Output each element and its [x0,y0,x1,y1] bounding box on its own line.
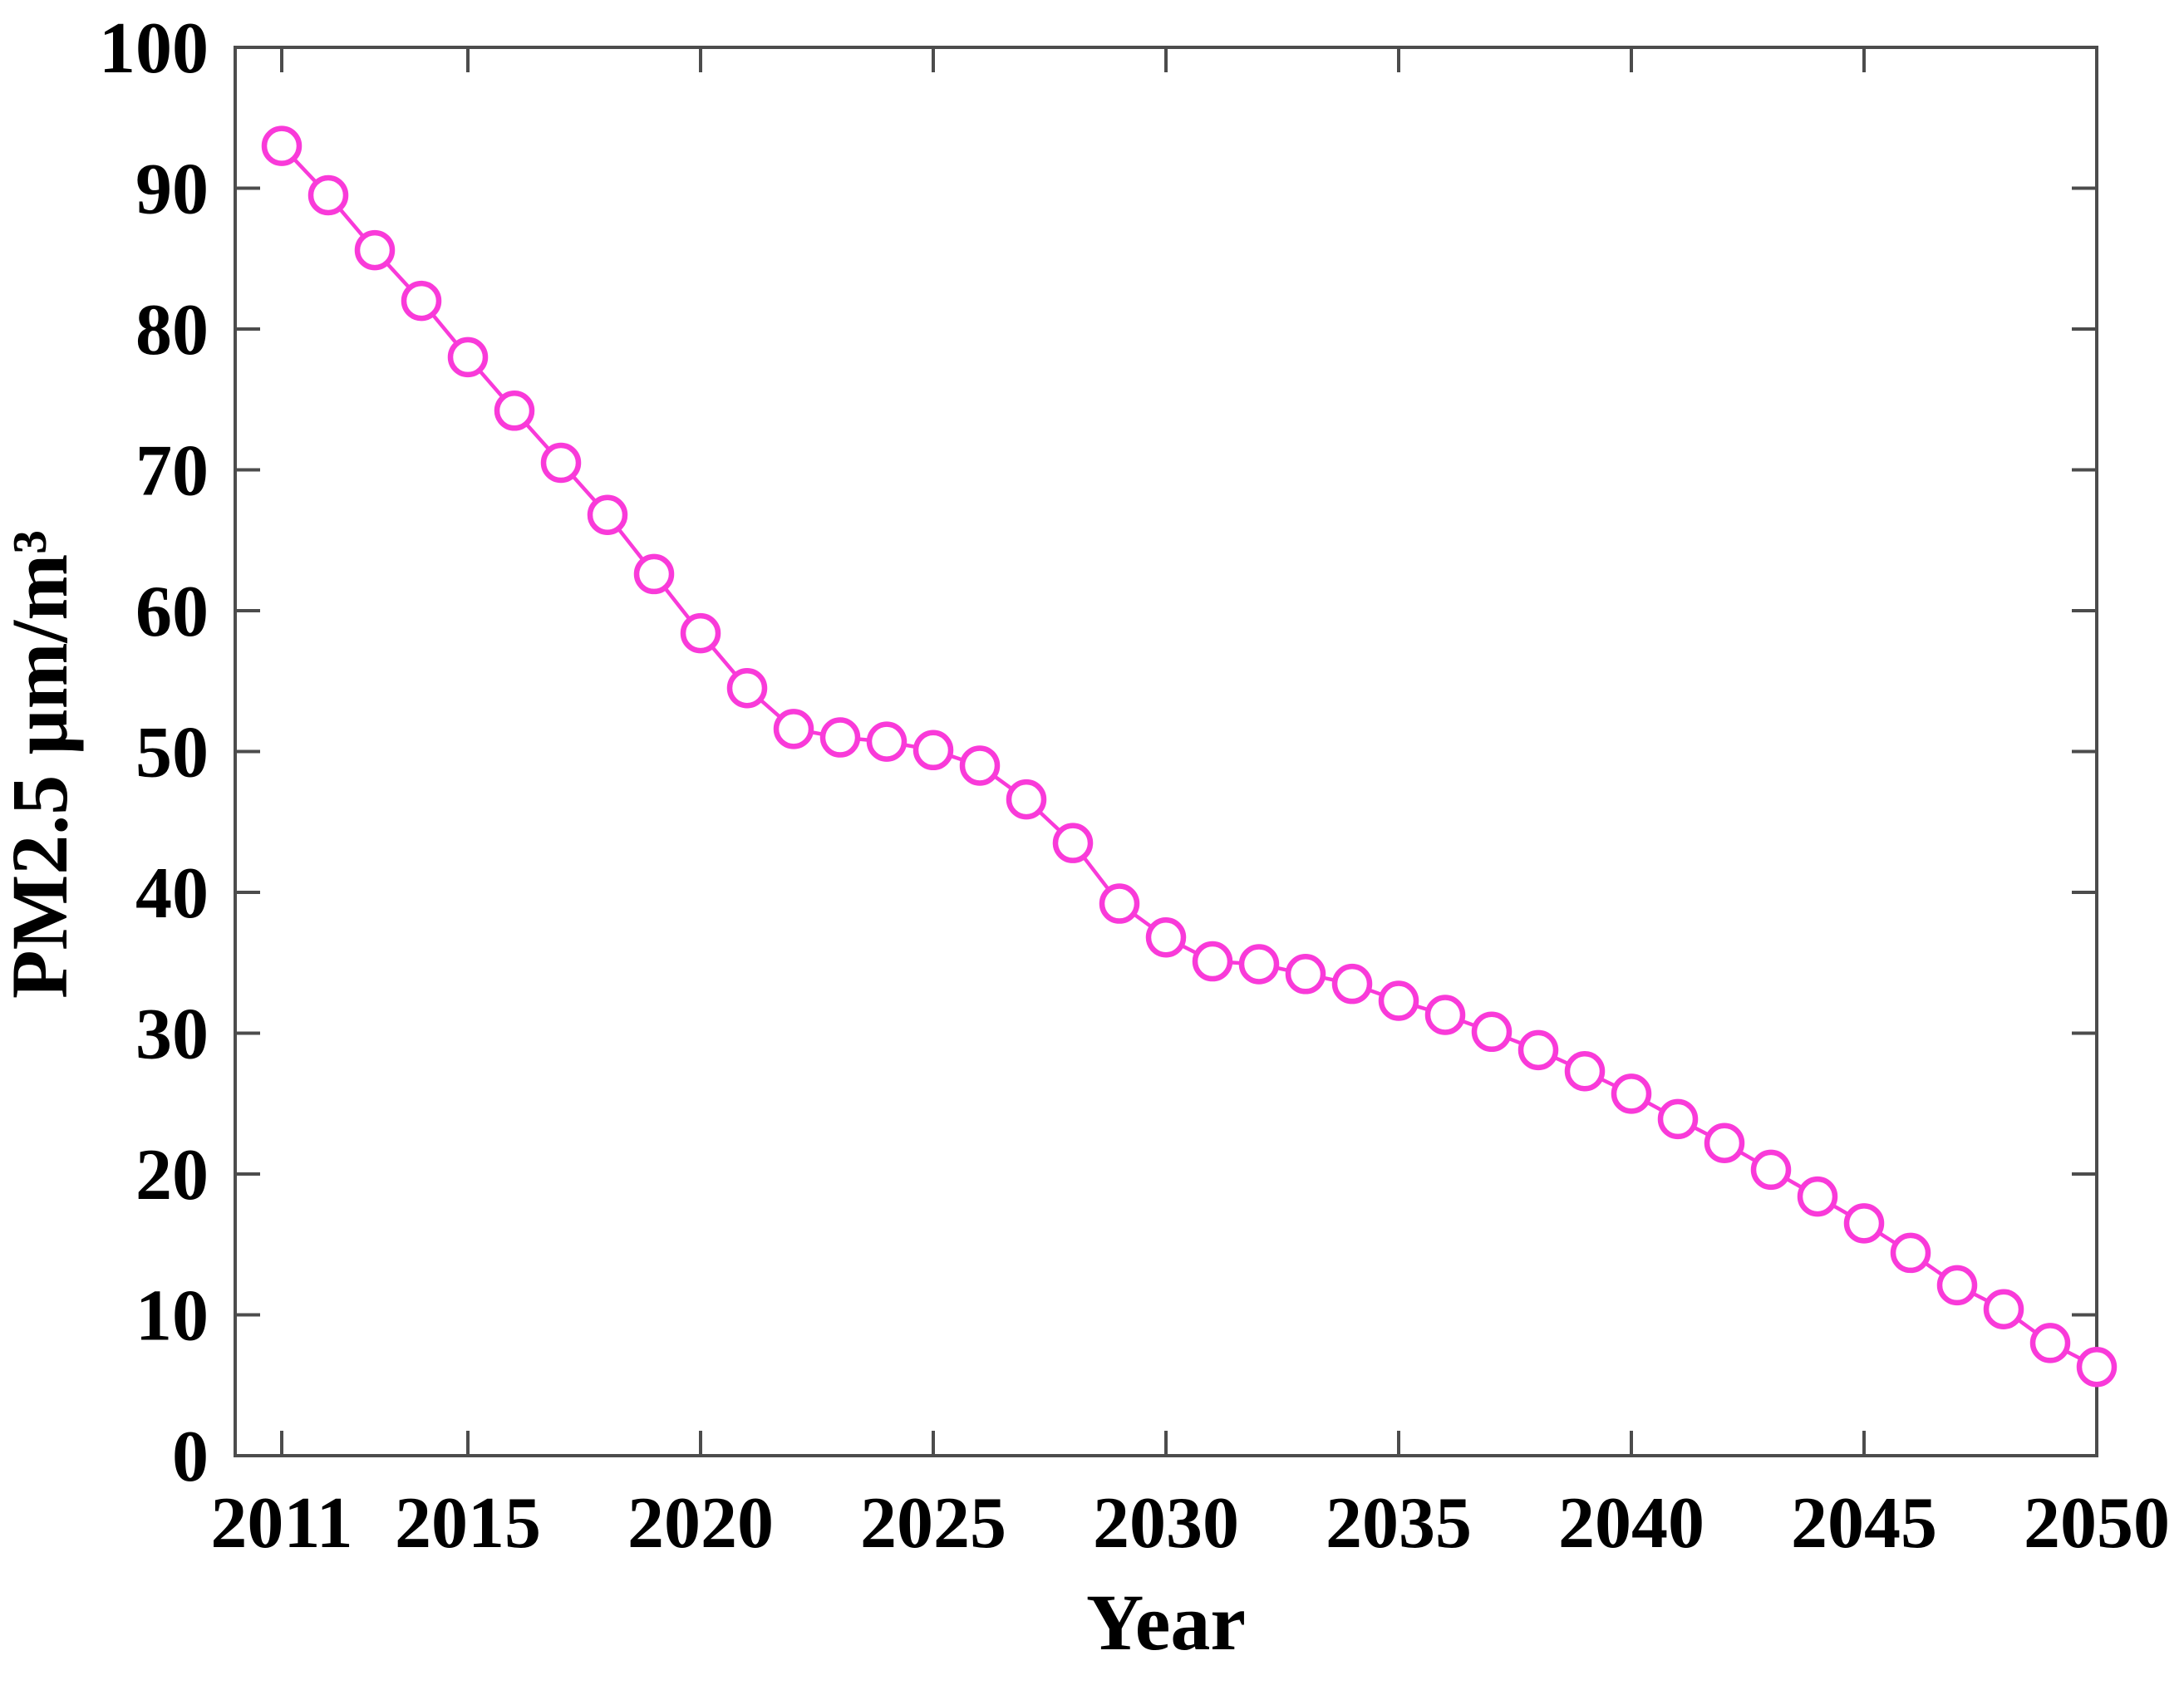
data-point-2035 [1378,980,1419,1021]
data-point-2034 [1331,963,1373,1005]
data-point-2043 [1750,1149,1792,1191]
data-point-2027 [1006,779,1047,820]
x-tick-label: 2020 [627,1483,774,1564]
data-point-2024 [866,721,908,762]
data-point-2014 [401,280,442,322]
data-point-2021 [726,667,768,709]
y-tick-label: 60 [135,572,209,652]
data-point-2045 [1843,1203,1885,1244]
x-tick-label: 2030 [1093,1483,1239,1564]
y-tick-label: 80 [135,290,209,371]
data-point-2049 [2029,1323,2071,1363]
data-point-2013 [354,229,396,271]
data-point-2047 [1936,1265,1978,1306]
data-point-2038 [1517,1029,1559,1071]
y-tick-label: 90 [135,150,209,230]
data-point-2041 [1657,1098,1699,1140]
x-tick-label: 2035 [1326,1483,1472,1564]
data-point-2026 [959,745,1001,786]
data-point-2020 [680,612,721,654]
x-axis-title: Year [1086,1578,1246,1667]
data-point-2028 [1052,823,1094,863]
data-point-2016 [494,391,535,431]
y-tick-label: 70 [135,431,209,512]
y-tick-label: 30 [135,995,209,1075]
y-axis: 0 10 20 30 40 50 60 70 80 90 100 [99,8,2097,1497]
data-point-2011 [261,125,303,166]
x-axis: 2011 2015 2020 2025 2030 2035 2040 2045 2050 [210,47,2170,1564]
data-point-2046 [1890,1232,1931,1274]
data-point-2036 [1424,995,1466,1035]
y-tick-label: 0 [172,1417,209,1497]
data-point-2048 [1983,1289,2024,1329]
y-tick-label: 40 [135,853,209,934]
data-point-2029 [1099,883,1140,924]
data-point-2022 [773,709,814,749]
data-point-2019 [633,553,675,595]
data-point-2015 [447,337,489,378]
y-tick-label: 100 [99,8,209,89]
data-point-2037 [1471,1011,1513,1053]
y-tick-label: 20 [135,1135,209,1216]
data-point-2040 [1611,1073,1652,1114]
data-point-2030 [1145,916,1187,958]
data-point-2042 [1704,1123,1745,1163]
y-tick-label: 50 [135,713,209,793]
data-point-2017 [540,442,582,484]
data-point-2018 [587,494,628,535]
data-series-pm25 [261,125,2118,1388]
x-tick-label: 2045 [1791,1483,1937,1564]
series-line [280,145,2098,1369]
data-point-2025 [912,730,954,771]
x-tick-label: 2011 [210,1483,352,1564]
x-tick-label: 2015 [395,1483,541,1564]
x-tick-label: 2040 [1558,1483,1704,1564]
x-tick-label: 2050 [2024,1483,2170,1564]
data-point-2039 [1564,1051,1606,1092]
axis-titles: Year PM2.5 µm/m³ [0,530,1246,1667]
data-point-2033 [1285,954,1326,995]
data-point-2044 [1797,1176,1838,1217]
data-point-2031 [1192,941,1233,982]
data-point-2032 [1238,944,1280,985]
y-tick-label: 10 [135,1276,209,1357]
x-tick-label: 2025 [860,1483,1006,1564]
y-axis-title: PM2.5 µm/m³ [0,530,84,999]
data-point-2012 [307,174,349,216]
data-point-2023 [819,717,861,758]
data-point-2050 [2076,1346,2118,1388]
